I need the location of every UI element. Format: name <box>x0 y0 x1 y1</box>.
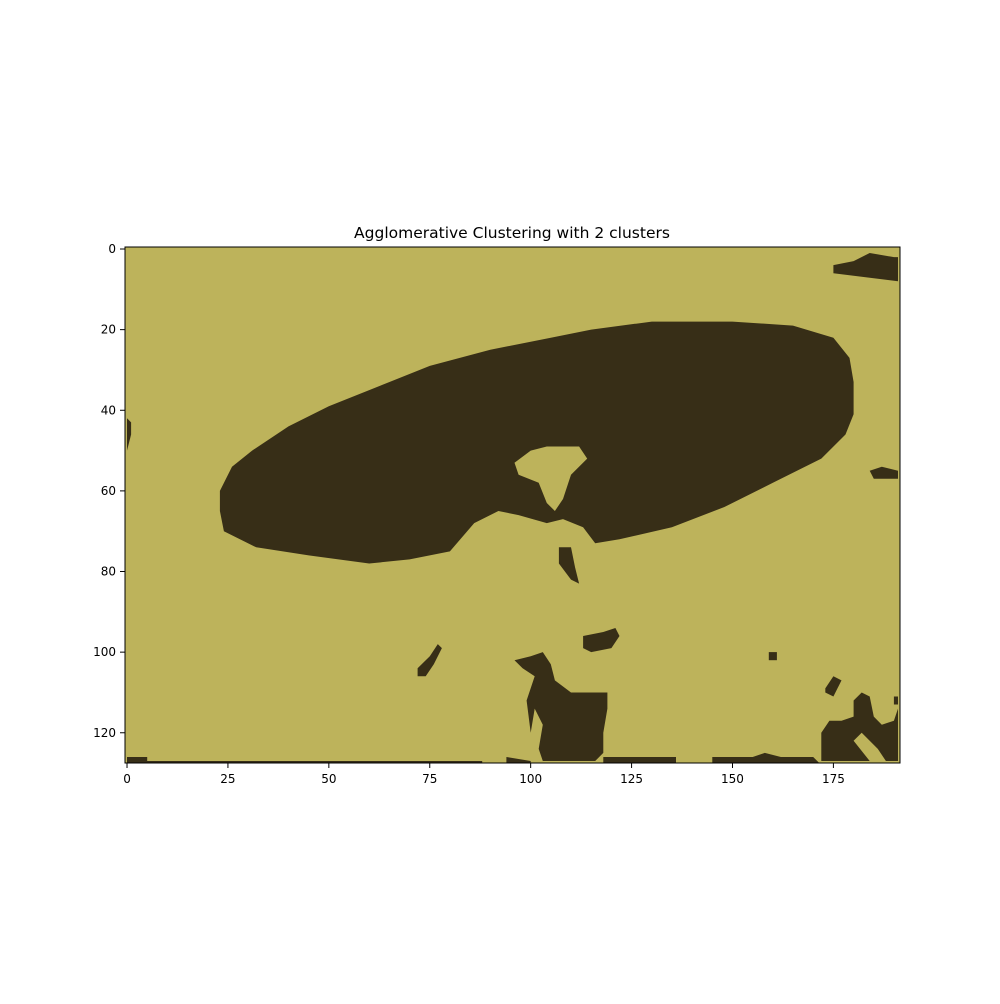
cluster-1-region-2 <box>833 253 898 282</box>
x-tick-label: 75 <box>422 772 437 786</box>
x-tick-label: 150 <box>721 772 744 786</box>
cluster-1-region-9 <box>514 652 608 761</box>
cluster-1-region-16 <box>603 757 676 763</box>
cluster-1-region-8 <box>768 652 777 661</box>
y-tick-label: 60 <box>101 484 116 498</box>
cluster-1-region-11 <box>821 692 898 761</box>
x-axis: 0 25 50 75 100 125 150 175 <box>123 763 845 786</box>
cluster-1-region-3 <box>127 418 132 451</box>
y-axis: 0 20 40 60 80 100 120 <box>93 242 125 740</box>
y-tick-label: 120 <box>93 726 116 740</box>
x-tick-label: 50 <box>321 772 336 786</box>
cluster-1-region-6 <box>583 628 620 653</box>
y-tick-label: 0 <box>108 242 116 256</box>
cluster-1-region-10 <box>825 676 842 697</box>
x-tick-label: 25 <box>220 772 235 786</box>
plot-frame <box>124 246 901 764</box>
y-tick-label: 40 <box>101 403 116 417</box>
cluster-regions <box>127 253 898 763</box>
x-tick-label: 175 <box>822 772 845 786</box>
cluster-1-region-4 <box>869 466 898 479</box>
cluster-1-region-15 <box>506 757 531 763</box>
x-tick-label: 0 <box>123 772 131 786</box>
cluster-1-region-5 <box>558 547 580 584</box>
y-tick-label: 80 <box>101 565 116 579</box>
cluster-1-region-12 <box>893 696 898 705</box>
x-tick-label: 100 <box>519 772 542 786</box>
y-tick-label: 100 <box>93 645 116 659</box>
chart-title: Agglomerative Clustering with 2 clusters <box>354 224 670 242</box>
y-tick-label: 20 <box>101 323 116 337</box>
cluster-1-region-0 <box>219 321 854 564</box>
cluster-1-region-7 <box>417 644 442 677</box>
cluster-1-region-13 <box>127 757 148 761</box>
cluster-1-region-17 <box>712 752 820 763</box>
x-tick-label: 125 <box>620 772 643 786</box>
cluster-0-region-1 <box>514 446 588 511</box>
